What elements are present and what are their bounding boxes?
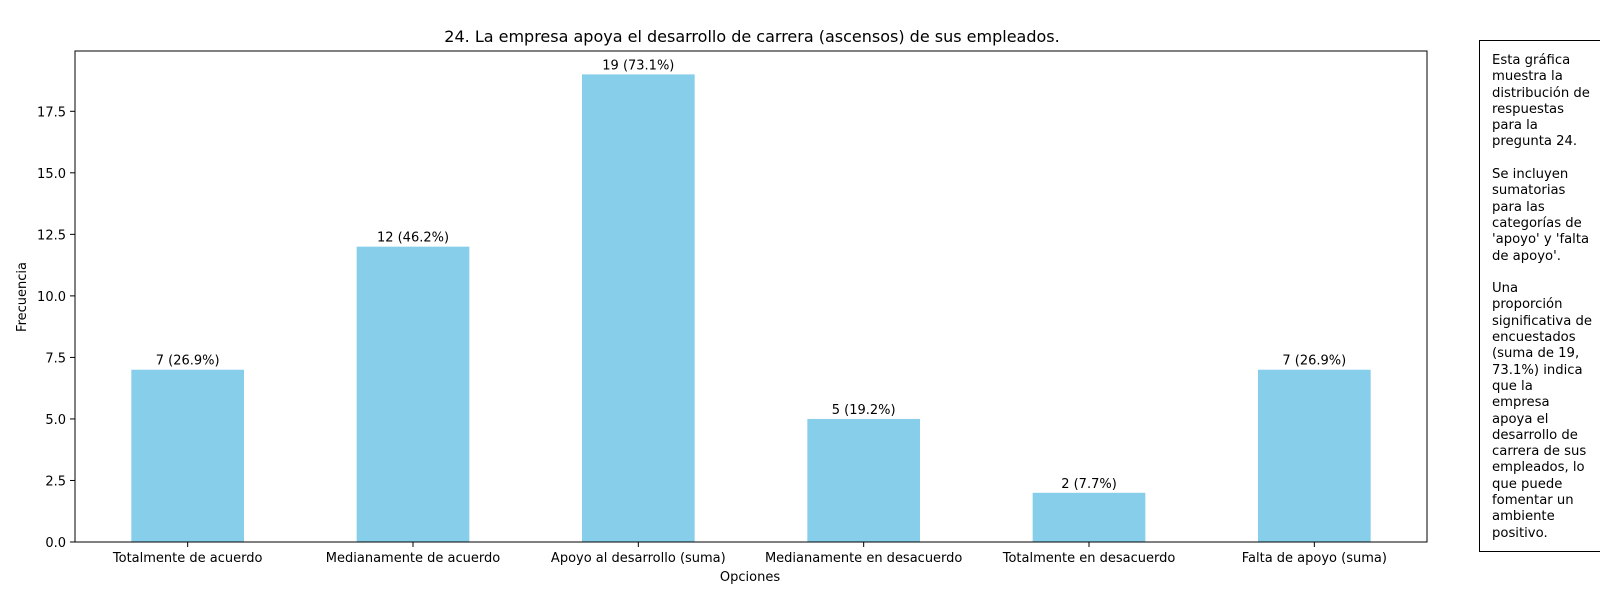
bars-group: 7 (26.9%) 12 (46.2%) 19 (73.1%) 5 (19.2%) 2 … <box>131 58 1371 542</box>
y-tick-label: 2.5 <box>45 474 66 489</box>
bar-value-label: 7 (26.9%) <box>156 354 220 369</box>
x-tick-label: Totalmente en desacuerdo <box>1002 551 1176 566</box>
x-tick-label: Medianamente en desacuerdo <box>765 551 962 566</box>
bar <box>356 246 470 542</box>
annotation-text: Esta gráfica muestra la distribución de … <box>1492 53 1592 541</box>
bar <box>582 74 695 542</box>
x-tick-label: Totalmente de acuerdo <box>112 551 263 566</box>
bar <box>131 369 244 542</box>
x-axis-label: Opciones <box>720 570 780 585</box>
x-tick-label: Falta de apoyo (suma) <box>1242 551 1387 566</box>
y-tick-label: 15.0 <box>37 167 66 182</box>
bar <box>807 418 920 542</box>
bar-value-label: 2 (7.7%) <box>1061 477 1117 492</box>
chart-title: 24. La empresa apoya el desarrollo de ca… <box>444 27 1059 46</box>
bar-value-label: 7 (26.9%) <box>1282 354 1346 369</box>
x-tick-label: Medianamente de acuerdo <box>326 551 500 566</box>
x-tick-label: Apoyo al desarrollo (suma) <box>551 551 726 566</box>
y-tick-label: 12.5 <box>37 228 66 243</box>
annotation-box: Esta gráfica muestra la distribución de … <box>1479 40 1600 552</box>
y-tick-label: 17.5 <box>37 105 66 120</box>
axes-group: Totalmente de acuerdo Medianamente de acu… <box>37 105 1387 566</box>
y-tick-label: 5.0 <box>45 413 66 428</box>
bar-value-label: 12 (46.2%) <box>377 231 449 246</box>
y-tick-label: 0.0 <box>45 536 66 551</box>
plot-frame <box>74 50 1428 543</box>
y-axis-label: Frecuencia <box>15 262 30 332</box>
bar-value-label: 5 (19.2%) <box>832 403 896 418</box>
y-tick-label: 7.5 <box>45 351 66 366</box>
y-tick-label: 10.0 <box>37 290 66 305</box>
bar <box>1032 492 1146 542</box>
bar <box>1258 369 1371 542</box>
bar-value-label: 19 (73.1%) <box>602 58 674 73</box>
